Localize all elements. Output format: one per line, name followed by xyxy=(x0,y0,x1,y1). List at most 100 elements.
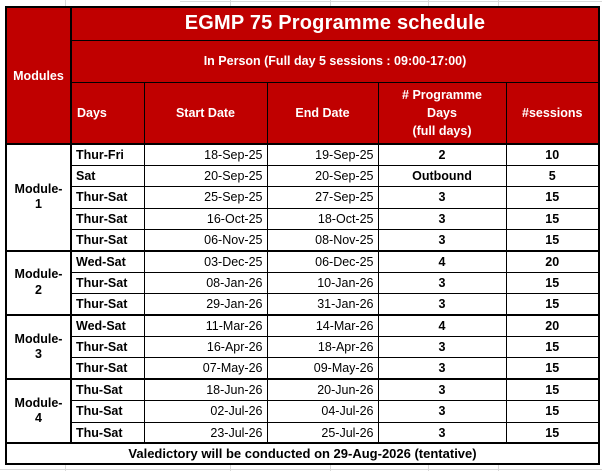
end-date-cell: 20-Sep-25 xyxy=(266,164,379,188)
programme-days-cell: Outbound xyxy=(377,164,507,188)
column-header-sessions: #sessions xyxy=(505,81,600,145)
start-date-cell: 11-Mar-26 xyxy=(143,314,268,338)
sessions-cell: 15 xyxy=(505,271,600,295)
end-date-cell: 08-Nov-25 xyxy=(266,229,379,252)
programme-days-cell: 3 xyxy=(377,421,507,444)
sheet-gridline xyxy=(0,469,602,470)
end-date-cell: 18-Oct-25 xyxy=(266,207,379,231)
sessions-cell: 10 xyxy=(505,142,600,166)
sessions-cell: 15 xyxy=(505,186,600,209)
end-date-cell: 09-May-26 xyxy=(266,357,379,380)
start-date-cell: 07-May-26 xyxy=(143,357,268,380)
days-cell: Thu-Sat xyxy=(70,400,145,423)
start-date-cell: 18-Jun-26 xyxy=(143,378,268,402)
module-3-label: Module- 3 xyxy=(5,314,72,380)
sheet-gridline xyxy=(428,465,429,471)
days-cell: Thur-Sat xyxy=(70,229,145,252)
table-row: Thu-Sat 23-Jul-26 25-Jul-26 3 15 xyxy=(6,421,600,444)
module-label-line: Module- xyxy=(14,267,63,282)
sheet-gridline xyxy=(230,0,231,6)
programme-days-cell: 3 xyxy=(377,336,507,359)
start-date-cell: 08-Jan-26 xyxy=(143,271,268,295)
programme-days-cell: 3 xyxy=(377,293,507,316)
end-date-cell: 14-Mar-26 xyxy=(266,314,379,338)
end-date-cell: 04-Jul-26 xyxy=(266,400,379,423)
module-label-line: Module- xyxy=(14,395,63,410)
days-cell: Wed-Sat xyxy=(70,249,145,273)
programme-days-cell: 3 xyxy=(377,271,507,295)
column-header-start-date: Start Date xyxy=(143,81,268,145)
programme-days-cell: 3 xyxy=(377,400,507,423)
sheet-gridline xyxy=(65,0,66,6)
programme-days-cell: 3 xyxy=(377,229,507,252)
sessions-cell: 15 xyxy=(505,336,600,359)
end-date-cell: 20-Jun-26 xyxy=(266,378,379,402)
sessions-cell: 15 xyxy=(505,357,600,380)
page-title: EGMP 75 Programme schedule xyxy=(70,6,600,41)
programme-days-cell: 3 xyxy=(377,378,507,402)
start-date-cell: 03-Dec-25 xyxy=(143,249,268,273)
table-row: Thur-Sat 16-Apr-26 18-Apr-26 3 15 xyxy=(6,336,600,359)
end-date-cell: 10-Jan-26 xyxy=(266,271,379,295)
sessions-cell: 15 xyxy=(505,293,600,316)
sessions-cell: 20 xyxy=(505,249,600,273)
sessions-cell: 15 xyxy=(505,229,600,252)
module-4-label: Module- 4 xyxy=(5,378,72,444)
sheet-gridline xyxy=(498,0,499,6)
table-row: Thur-Sat 07-May-26 09-May-26 3 15 xyxy=(6,357,600,380)
sheet-gridline xyxy=(428,0,429,6)
table-row: Sat 20-Sep-25 20-Sep-25 Outbound 5 xyxy=(6,164,600,188)
start-date-cell: 06-Nov-25 xyxy=(143,229,268,252)
valedictory-note: Valedictory will be conducted on 29-Aug-… xyxy=(5,442,600,465)
sessions-cell: 20 xyxy=(505,314,600,338)
end-date-cell: 06-Dec-25 xyxy=(266,249,379,273)
table-row: Thu-Sat 02-Jul-26 04-Jul-26 3 15 xyxy=(6,400,600,423)
module-label-line: 2 xyxy=(35,283,42,298)
days-cell: Thur-Sat xyxy=(70,186,145,209)
sheet-gridline xyxy=(65,465,66,471)
module-2-label: Module- 2 xyxy=(5,249,72,316)
table-row: Thur-Sat 16-Oct-25 18-Oct-25 3 15 xyxy=(6,207,600,231)
programme-days-cell: 3 xyxy=(377,207,507,231)
days-cell: Thur-Sat xyxy=(70,271,145,295)
sessions-cell: 5 xyxy=(505,164,600,188)
table-row: Thur-Sat 29-Jan-26 31-Jan-26 3 15 xyxy=(6,293,600,316)
start-date-cell: 25-Sep-25 xyxy=(143,186,268,209)
programme-days-cell: 4 xyxy=(377,249,507,273)
sheet-gridline xyxy=(330,465,331,471)
programme-days-cell: 4 xyxy=(377,314,507,338)
sessions-cell: 15 xyxy=(505,421,600,444)
column-header-end-date: End Date xyxy=(266,81,379,145)
end-date-cell: 19-Sep-25 xyxy=(266,142,379,166)
module-1-label: Module- 1 xyxy=(5,143,72,252)
programme-days-cell: 3 xyxy=(377,186,507,209)
start-date-cell: 02-Jul-26 xyxy=(143,400,268,423)
start-date-cell: 18-Sep-25 xyxy=(143,142,268,166)
programme-days-cell: 2 xyxy=(377,142,507,166)
days-cell: Thu-Sat xyxy=(70,378,145,402)
start-date-cell: 16-Oct-25 xyxy=(143,207,268,231)
module-label-line: 1 xyxy=(35,197,42,212)
start-date-cell: 16-Apr-26 xyxy=(143,336,268,359)
sheet-gridline xyxy=(330,0,331,6)
module-label-line: Module- xyxy=(14,181,63,196)
days-cell: Thur-Sat xyxy=(70,293,145,316)
days-cell: Sat xyxy=(70,164,145,188)
table-row: Module- 4 Thu-Sat 18-Jun-26 20-Jun-26 3 … xyxy=(5,378,600,444)
modules-column-header: Modules xyxy=(5,6,72,145)
end-date-cell: 25-Jul-26 xyxy=(266,421,379,444)
table-row: Thur-Sat 25-Sep-25 27-Sep-25 3 15 xyxy=(6,186,600,209)
end-date-cell: 27-Sep-25 xyxy=(266,186,379,209)
sheet-gridline xyxy=(230,465,231,471)
sessions-cell: 15 xyxy=(505,400,600,423)
sessions-cell: 15 xyxy=(505,207,600,231)
column-header-programme-days: # Programme Days (full days) xyxy=(377,81,507,145)
module-label-line: 3 xyxy=(35,347,42,362)
module-label-line: Module- xyxy=(14,331,63,346)
days-cell: Wed-Sat xyxy=(70,314,145,338)
start-date-cell: 23-Jul-26 xyxy=(143,421,268,444)
start-date-cell: 29-Jan-26 xyxy=(143,293,268,316)
module-label-line: 4 xyxy=(35,411,42,426)
table-row: Thur-Sat 06-Nov-25 08-Nov-25 3 15 xyxy=(6,229,600,252)
days-cell: Thur-Fri xyxy=(70,142,145,166)
